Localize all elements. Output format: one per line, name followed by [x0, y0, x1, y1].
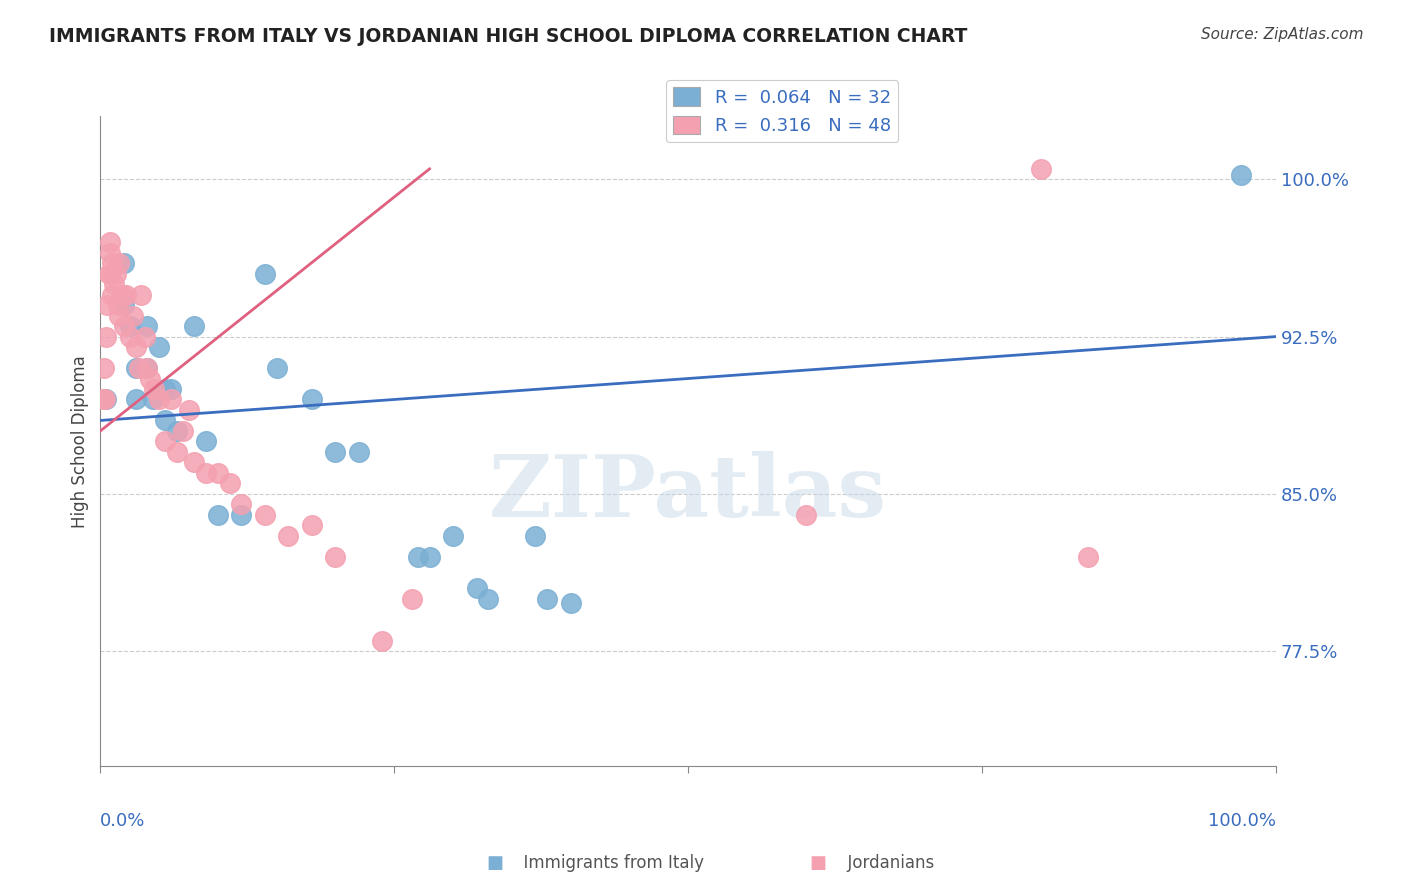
Point	[112, 319, 135, 334]
Point	[148, 340, 170, 354]
Point	[136, 361, 159, 376]
Point	[1029, 161, 1052, 176]
Point	[1077, 549, 1099, 564]
Text: ■: ■	[810, 855, 827, 872]
Text: 0.0%: 0.0%	[100, 812, 146, 830]
Point	[166, 424, 188, 438]
Point	[177, 403, 200, 417]
Point	[266, 361, 288, 376]
Point	[122, 309, 145, 323]
Text: 100.0%: 100.0%	[1208, 812, 1277, 830]
Point	[112, 256, 135, 270]
Point	[231, 508, 253, 522]
Text: Jordanians: Jordanians	[837, 855, 934, 872]
Point	[136, 361, 159, 376]
Point	[207, 508, 229, 522]
Point	[153, 413, 176, 427]
Text: IMMIGRANTS FROM ITALY VS JORDANIAN HIGH SCHOOL DIPLOMA CORRELATION CHART: IMMIGRANTS FROM ITALY VS JORDANIAN HIGH …	[49, 27, 967, 45]
Point	[183, 319, 205, 334]
Point	[794, 508, 817, 522]
Point	[98, 245, 121, 260]
Point	[103, 277, 125, 292]
Point	[1229, 168, 1251, 182]
Point	[108, 309, 131, 323]
Point	[195, 466, 218, 480]
Point	[101, 287, 124, 301]
Point	[118, 329, 141, 343]
Point	[418, 549, 440, 564]
Point	[253, 508, 276, 522]
Point	[277, 529, 299, 543]
Point	[465, 581, 488, 595]
Point	[128, 361, 150, 376]
Text: ZIPatlas: ZIPatlas	[489, 451, 887, 535]
Point	[231, 497, 253, 511]
Point	[107, 298, 129, 312]
Point	[124, 392, 146, 407]
Point	[110, 287, 132, 301]
Point	[124, 340, 146, 354]
Point	[477, 591, 499, 606]
Point	[524, 529, 547, 543]
Point	[138, 371, 160, 385]
Point	[91, 392, 114, 407]
Point	[115, 287, 138, 301]
Point	[401, 591, 423, 606]
Point	[108, 256, 131, 270]
Point	[253, 267, 276, 281]
Point	[118, 319, 141, 334]
Point	[347, 445, 370, 459]
Point	[96, 392, 118, 407]
Point	[560, 596, 582, 610]
Point	[153, 382, 176, 396]
Point	[325, 549, 347, 564]
Point	[104, 267, 127, 281]
Point	[441, 529, 464, 543]
Point	[96, 329, 118, 343]
Point	[406, 549, 429, 564]
Point	[124, 361, 146, 376]
Text: Source: ZipAtlas.com: Source: ZipAtlas.com	[1201, 27, 1364, 42]
Text: Immigrants from Italy: Immigrants from Italy	[513, 855, 704, 872]
Y-axis label: High School Diploma: High School Diploma	[72, 355, 89, 528]
Point	[183, 455, 205, 469]
Point	[371, 633, 394, 648]
Point	[134, 329, 156, 343]
Point	[112, 298, 135, 312]
Point	[301, 392, 323, 407]
Point	[195, 434, 218, 449]
Point	[148, 392, 170, 407]
Point	[160, 382, 183, 396]
Point	[153, 434, 176, 449]
Point	[536, 591, 558, 606]
Point	[94, 392, 117, 407]
Legend: R =  0.064   N = 32, R =  0.316   N = 48: R = 0.064 N = 32, R = 0.316 N = 48	[666, 80, 898, 142]
Point	[325, 445, 347, 459]
Point	[96, 298, 118, 312]
Point	[131, 287, 153, 301]
Point	[218, 476, 240, 491]
Point	[98, 235, 121, 250]
Point	[142, 392, 165, 407]
Text: ■: ■	[486, 855, 503, 872]
Point	[166, 445, 188, 459]
Point	[97, 267, 120, 281]
Point	[100, 267, 122, 281]
Point	[143, 382, 166, 396]
Point	[301, 518, 323, 533]
Point	[93, 361, 115, 376]
Point	[172, 424, 194, 438]
Point	[101, 256, 124, 270]
Point	[207, 466, 229, 480]
Point	[136, 319, 159, 334]
Point	[160, 392, 183, 407]
